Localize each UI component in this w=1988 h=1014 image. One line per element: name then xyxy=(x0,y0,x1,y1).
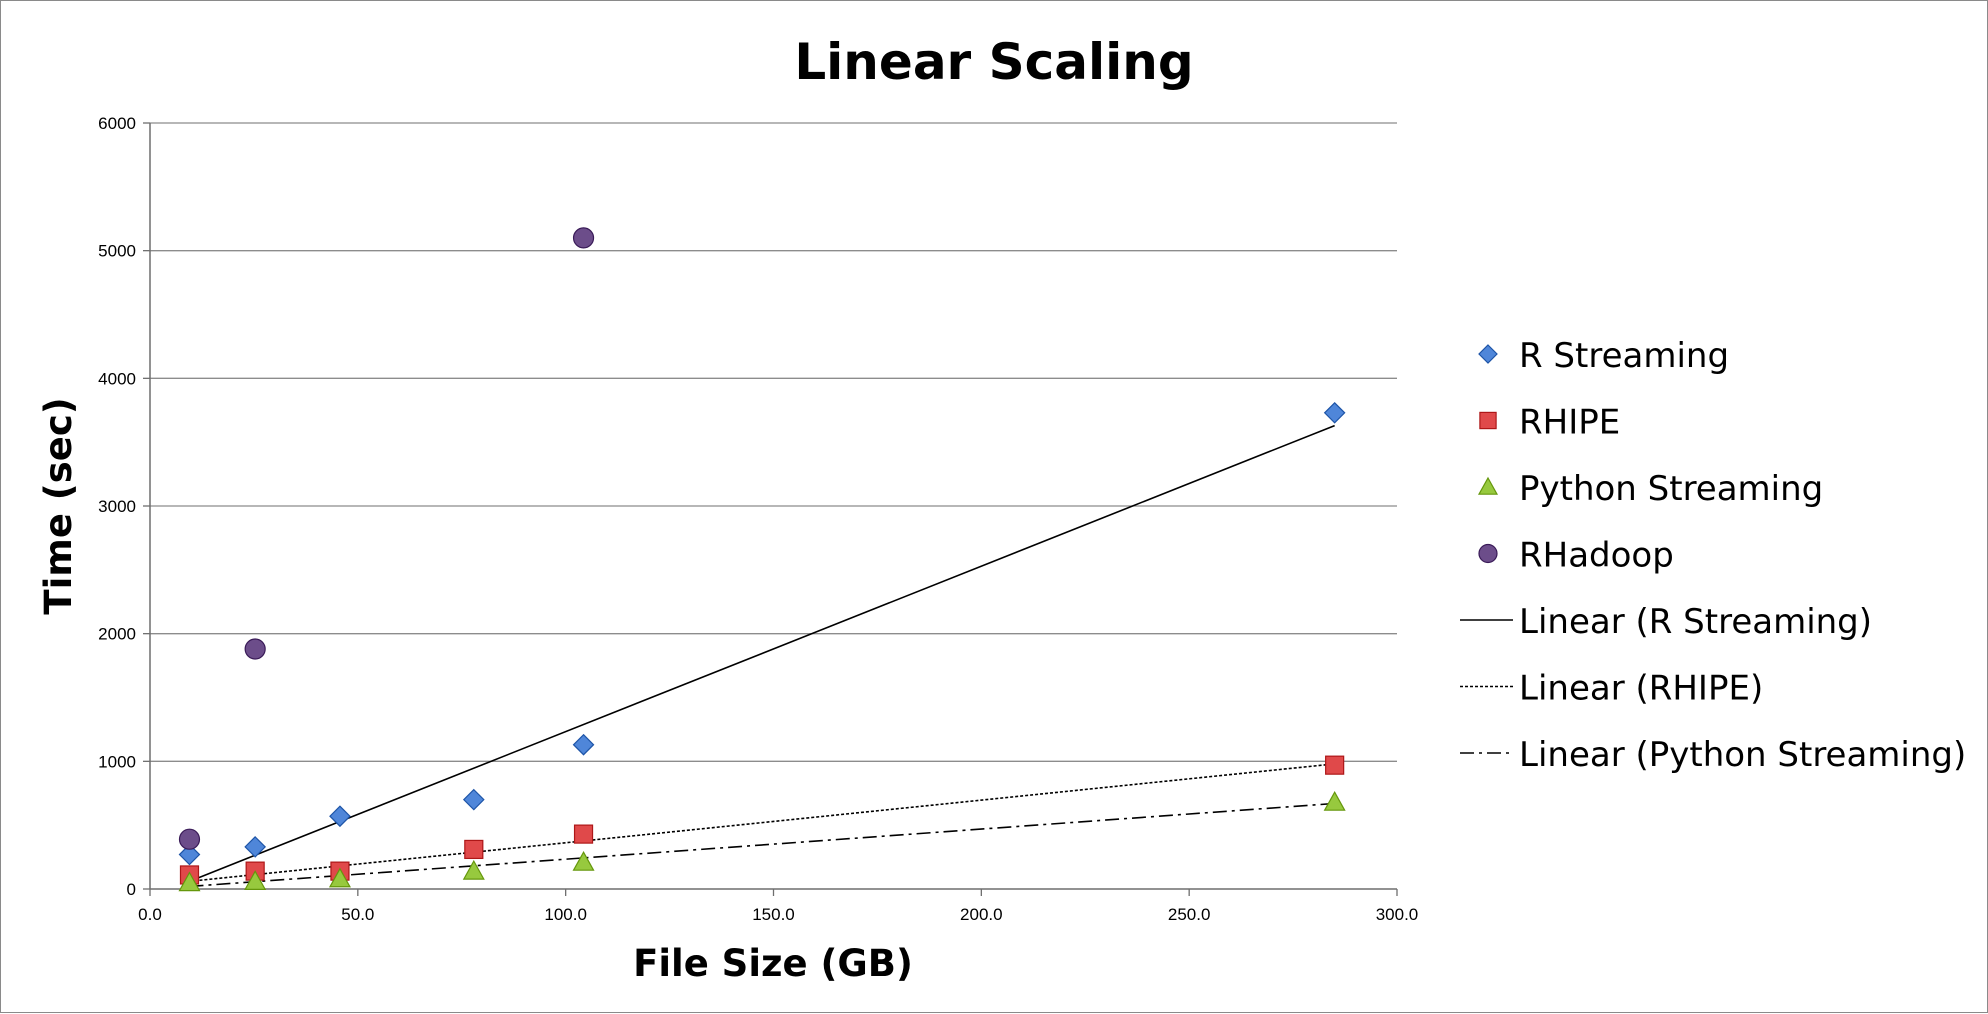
x-tick-label: 0.0 xyxy=(138,905,162,924)
trendlines xyxy=(189,424,1335,888)
legend-marker xyxy=(1479,411,1497,430)
trendline xyxy=(189,763,1335,883)
data-point xyxy=(572,227,595,249)
data-point xyxy=(573,824,594,844)
y-tick-label: 5000 xyxy=(98,242,136,261)
legend-label: RHIPE xyxy=(1519,403,1620,443)
legend-label: Linear (R Streaming) xyxy=(1519,602,1872,642)
y-tick-label: 0 xyxy=(127,880,136,899)
y-axis-title: Time (sec) xyxy=(37,397,80,614)
data-point xyxy=(1325,755,1345,775)
data-point xyxy=(328,867,351,888)
data-point xyxy=(1323,790,1346,811)
x-tick-label: 300.0 xyxy=(1376,905,1419,924)
legend-label: R Streaming xyxy=(1519,336,1729,376)
x-tick-label: 200.0 xyxy=(960,905,1003,924)
y-tick-label: 3000 xyxy=(98,497,136,516)
data-point xyxy=(329,805,351,828)
legend-label: Linear (RHIPE) xyxy=(1519,669,1763,709)
data-point xyxy=(244,870,267,890)
data-point xyxy=(462,788,485,811)
data-point xyxy=(464,839,484,860)
data-point xyxy=(462,859,485,880)
x-tick-label: 100.0 xyxy=(544,905,587,924)
y-tick-label: 6000 xyxy=(98,114,136,133)
tick-labels: 0 1000 2000 3000 4000 5000 6000 0.0 50.0 100.0 150… xyxy=(98,114,1418,924)
data-point xyxy=(572,733,595,756)
data-point xyxy=(244,638,266,660)
data-point xyxy=(178,871,201,892)
data-point xyxy=(178,828,201,850)
y-tick-label: 4000 xyxy=(98,369,136,388)
data-point xyxy=(572,850,595,871)
y-tick-label: 2000 xyxy=(98,625,136,644)
y-tick-label: 1000 xyxy=(98,752,136,771)
legend-label: Linear (Python Streaming) xyxy=(1519,735,1966,775)
legend-label: RHadoop xyxy=(1519,536,1674,576)
x-tick-label: 50.0 xyxy=(341,905,374,924)
legend-marker xyxy=(1477,476,1499,495)
x-tick-label: 250.0 xyxy=(1168,905,1211,924)
legend: R Streaming RHIPE Python Streaming RHadoop L… xyxy=(1460,336,1966,775)
data-point xyxy=(178,843,201,866)
axes xyxy=(149,123,1397,890)
data-point xyxy=(244,836,267,858)
x-axis-title: File Size (GB) xyxy=(633,942,913,985)
chart-title: Linear Scaling xyxy=(794,33,1193,91)
gridlines xyxy=(143,122,1398,896)
trendline xyxy=(189,802,1335,888)
legend-marker xyxy=(1478,543,1498,564)
legend-marker xyxy=(1478,344,1498,364)
data-markers xyxy=(178,227,1346,892)
legend-label: Python Streaming xyxy=(1519,469,1823,509)
trendline xyxy=(189,424,1335,883)
data-point xyxy=(1323,401,1346,424)
x-tick-label: 150.0 xyxy=(752,905,795,924)
